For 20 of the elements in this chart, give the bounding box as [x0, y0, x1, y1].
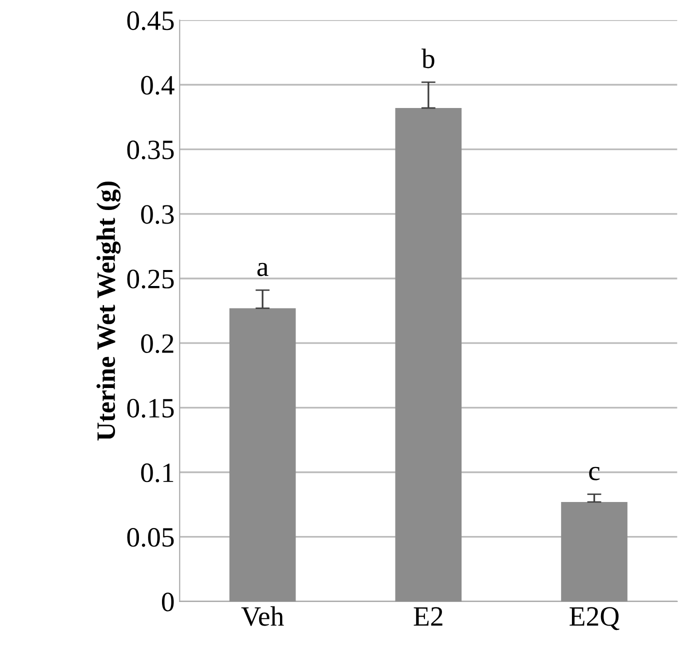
y-axis-title: Uterine Wet Weight (g): [96, 182, 121, 440]
annotation: a: [257, 262, 268, 276]
annotation: b: [421, 48, 434, 68]
y-tick-label: 0.05: [127, 528, 174, 547]
bar: [229, 308, 296, 602]
y-tick-label: 0.35: [127, 140, 174, 160]
y-tick-label: 0.3: [141, 205, 174, 224]
y-tick-label: 0.4: [141, 76, 174, 95]
annotation: c: [589, 466, 600, 480]
x-tick-label: E2: [414, 607, 442, 626]
y-tick-label: 0.45: [127, 11, 174, 30]
y-tick-label: 0.25: [127, 270, 174, 289]
y-tick-label: 0.15: [127, 398, 174, 418]
bar: [395, 108, 462, 602]
bar: [561, 502, 628, 602]
x-tick-label: Veh: [241, 606, 284, 626]
y-tick-label: 0.2: [141, 334, 174, 354]
y-tick-label: 0: [162, 592, 174, 612]
y-tick-label: 0.1: [141, 463, 174, 482]
x-tick-label: E2Q: [570, 607, 620, 630]
